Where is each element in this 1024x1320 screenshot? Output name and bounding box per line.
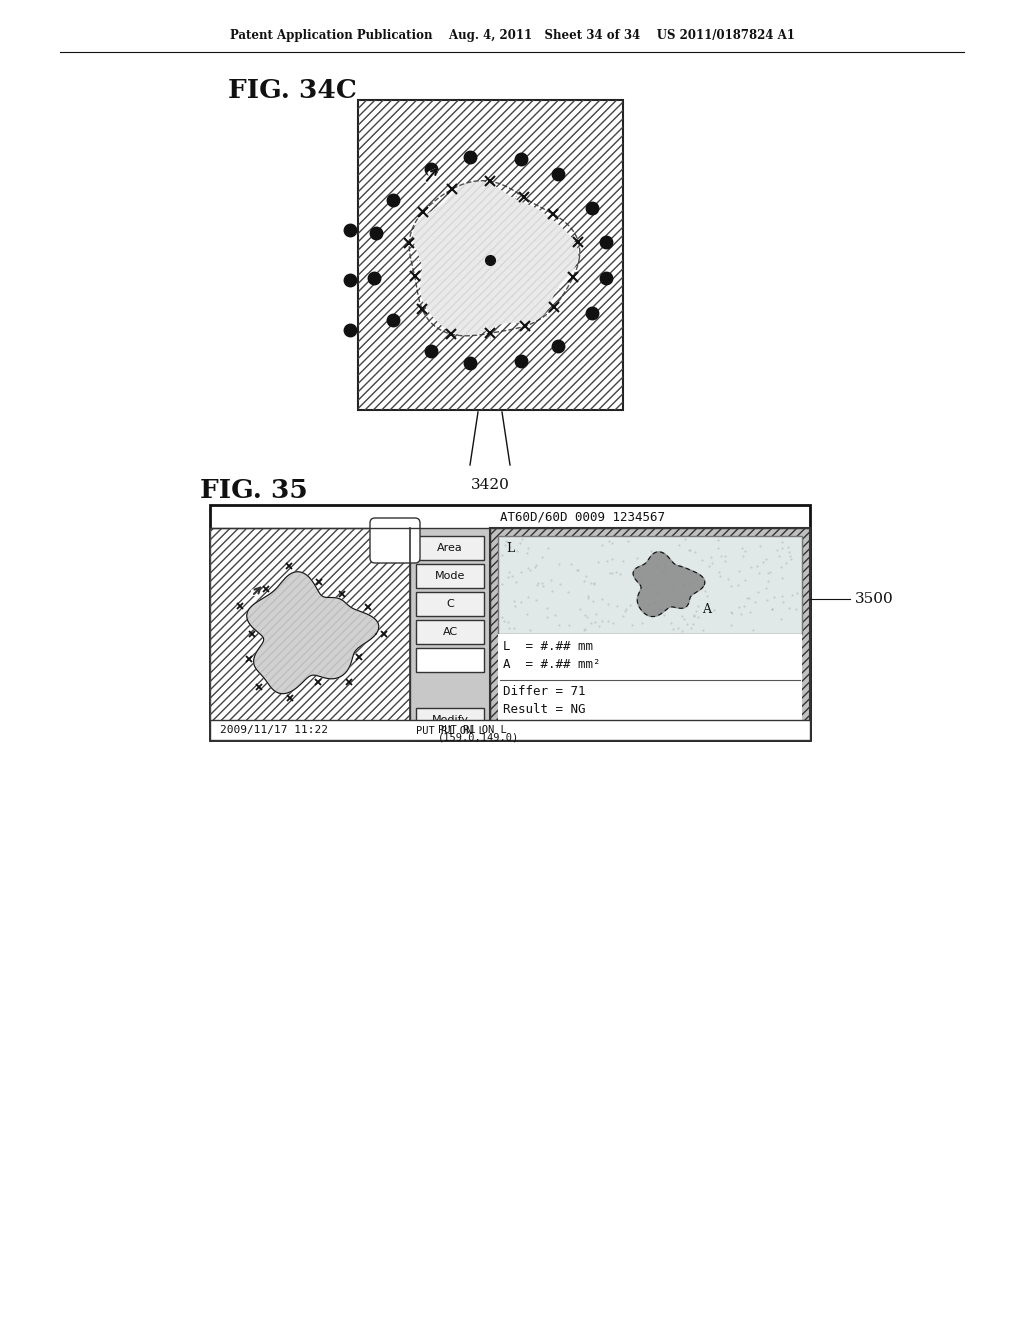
Text: Differ = 71: Differ = 71 <box>503 685 586 698</box>
Text: C: C <box>446 599 454 609</box>
Bar <box>498 634 802 733</box>
Bar <box>410 528 490 741</box>
Bar <box>358 100 623 411</box>
Text: Result = NG: Result = NG <box>503 704 586 715</box>
Text: FIG. 35: FIG. 35 <box>200 478 308 503</box>
Text: AT60D/60D 0009 1234567: AT60D/60D 0009 1234567 <box>500 510 665 523</box>
Text: A: A <box>702 603 712 616</box>
Bar <box>416 708 484 733</box>
Text: (159.0,149.0): (159.0,149.0) <box>438 733 519 743</box>
Bar <box>416 648 484 672</box>
Text: Patent Application Publication    Aug. 4, 2011   Sheet 34 of 34    US 2011/01878: Patent Application Publication Aug. 4, 2… <box>229 29 795 41</box>
Bar <box>416 564 484 587</box>
Bar <box>416 591 484 616</box>
Bar <box>416 536 484 560</box>
Bar <box>210 528 410 741</box>
Bar <box>498 536 802 733</box>
Text: 3420: 3420 <box>471 478 509 492</box>
Text: AC: AC <box>442 627 458 638</box>
Text: PUT R1 ON L: PUT R1 ON L <box>438 725 507 735</box>
Text: FIG. 34C: FIG. 34C <box>228 78 357 103</box>
Bar <box>490 528 810 741</box>
Text: Modify: Modify <box>431 715 469 725</box>
Polygon shape <box>633 552 705 616</box>
FancyBboxPatch shape <box>370 517 420 564</box>
Text: Area: Area <box>437 543 463 553</box>
Bar <box>210 528 410 741</box>
Polygon shape <box>247 572 379 693</box>
Bar <box>210 506 810 741</box>
Text: L  = #.## mm: L = #.## mm <box>503 640 593 653</box>
Text: A  = #.## mm²: A = #.## mm² <box>503 657 600 671</box>
Text: PUT R1 ON L: PUT R1 ON L <box>416 726 484 737</box>
Bar <box>498 536 802 634</box>
Bar <box>358 100 623 411</box>
Text: 2009/11/17 11:22: 2009/11/17 11:22 <box>220 725 328 735</box>
Bar <box>210 719 810 741</box>
Polygon shape <box>414 181 578 335</box>
Text: Mode: Mode <box>435 572 465 581</box>
Text: 3500: 3500 <box>855 591 894 606</box>
Text: L: L <box>506 543 514 554</box>
Bar <box>416 620 484 644</box>
